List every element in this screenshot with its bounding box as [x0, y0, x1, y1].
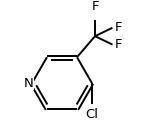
- Text: F: F: [115, 21, 122, 34]
- Text: F: F: [91, 0, 99, 13]
- Text: Cl: Cl: [85, 108, 99, 121]
- Text: F: F: [115, 38, 122, 51]
- Text: N: N: [23, 77, 33, 90]
